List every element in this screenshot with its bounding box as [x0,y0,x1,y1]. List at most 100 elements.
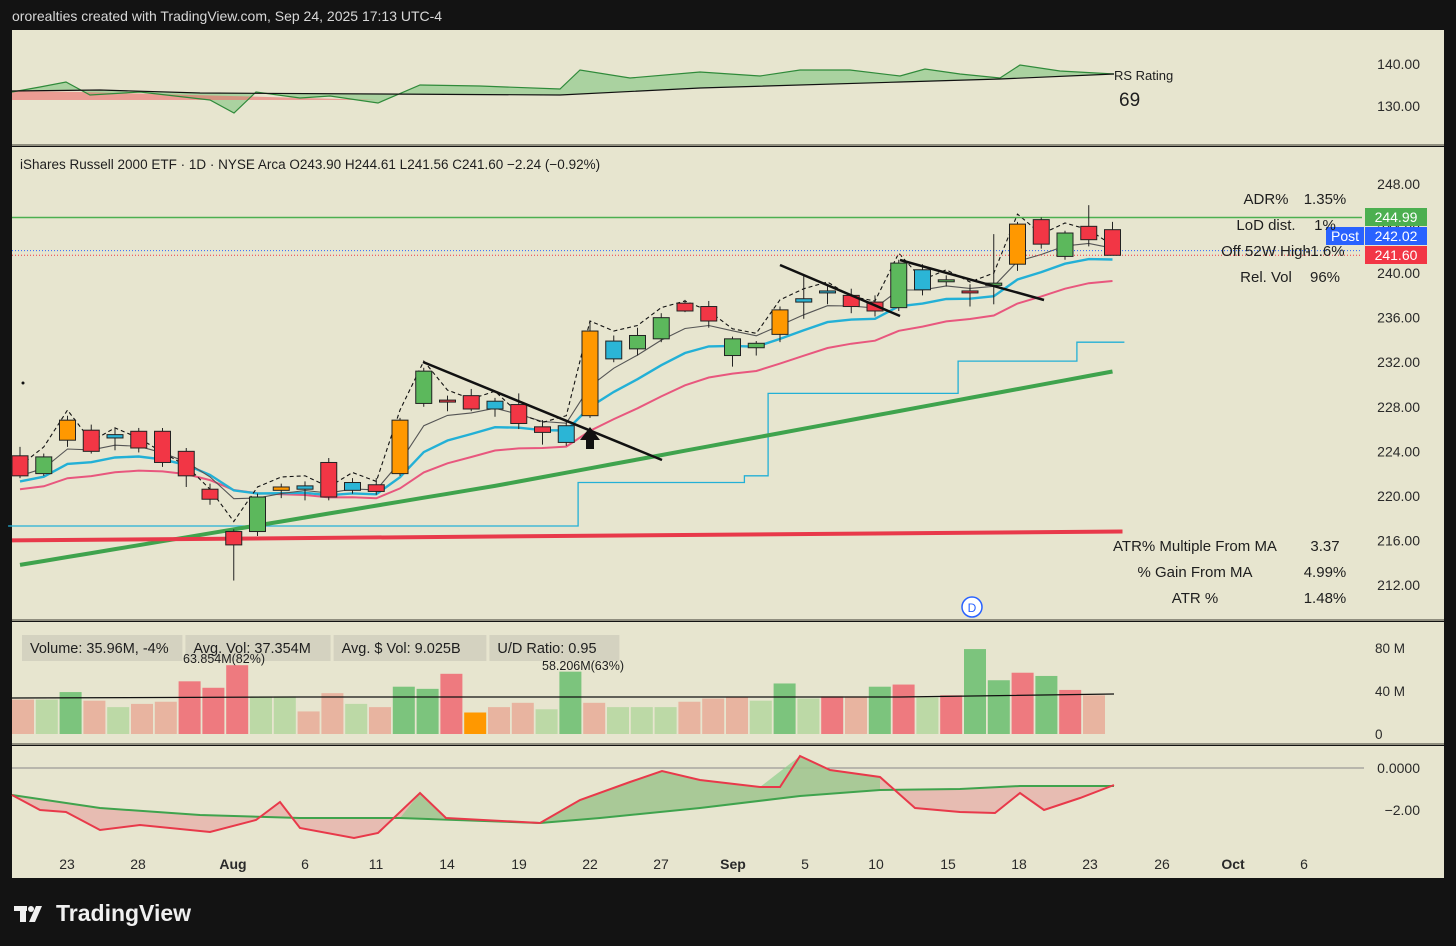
volume-axis-tick: 40 M [1375,684,1405,699]
volume-axis-tick: 0 [1375,727,1383,742]
rs-line [11,64,1115,114]
dividend-marker-icon [961,596,983,618]
candle-body [724,338,741,357]
price-axis-tick: 216.00 [1377,532,1420,548]
candle-body [272,486,290,491]
time-axis-tick: 18 [1011,856,1027,872]
volume-bar [630,707,653,734]
time-axis-tick: 6 [1300,856,1308,872]
dot-marker [21,381,25,385]
volume-bar [273,696,296,734]
price-axis-tick: 220.00 [1377,488,1420,504]
dividend-marker-label: D [968,601,977,615]
candle-body [296,485,314,490]
volume-bar [607,707,629,734]
candle-body [534,426,551,433]
time-axis-tick: 15 [940,856,956,872]
volume-annotation: 63.854M(82%) [183,652,265,666]
candle-body [154,430,171,463]
time-axis-tick: 22 [582,856,598,872]
volume-bar [940,695,963,734]
rs-negative-fill [12,91,378,100]
volume-bar [702,698,725,734]
stat-label: % Gain From MA [1137,564,1252,581]
candle-body [59,419,76,441]
candle-body [937,279,955,283]
candle-body [486,400,504,410]
candle-body [11,455,29,477]
rs-rating-value: 69 [1119,90,1140,111]
volume-bar [868,686,891,734]
post-tag-label: Post [1331,228,1359,244]
price-axis-tick: 212.00 [1377,577,1420,593]
price-axis-tick: 248.00 [1377,176,1420,192]
volume-bar [1059,689,1082,734]
volume-bar [392,686,415,734]
ema21-pink-line [19,280,1113,500]
time-axis-tick: Oct [1221,856,1245,872]
brand-name: TradingView [56,900,192,926]
price-label-bg [1365,227,1427,245]
brand-logo: TradingView [14,900,191,927]
stat-label: ATR % [1172,590,1218,607]
ma50-green-line [19,369,1113,567]
volume-bar [797,698,820,734]
volume-label-bg [489,635,620,661]
candle-body [1056,232,1074,257]
volume-bar [154,701,177,734]
candle-body [1009,223,1026,265]
candle-body [1032,219,1050,245]
stat-label: Off 52W High [1221,243,1311,260]
candle-body [961,290,979,294]
volume-axis-tick: 80 M [1375,641,1405,656]
oscillator-signal-line [11,785,1114,825]
time-axis-tick: 23 [59,856,75,872]
price-axis-tick: 224.00 [1377,443,1420,459]
volume-bar [488,707,510,734]
stat-value: 96% [1310,269,1340,286]
time-axis-tick: 28 [130,856,146,872]
time-axis-tick: Aug [219,856,246,872]
volume-bar [297,711,320,734]
candle-body [225,531,243,546]
stat-value: -1.6% [1305,243,1344,260]
candle-body [557,425,575,443]
candle-body [581,330,599,417]
time-axis-tick: 11 [369,856,384,872]
volume-bar [440,673,463,734]
volume-bar [726,697,748,734]
candle-body [795,298,813,303]
volume-bar [83,700,106,734]
oscillator-positive-fill [400,756,880,823]
time-axis-tick: 6 [301,856,309,872]
time-axis-tick: 5 [801,856,809,872]
volume-bar [226,665,249,734]
rs-axis-tick: 140.00 [1377,56,1420,72]
candle-body [106,434,124,439]
rs-area-fill [12,65,1114,113]
stat-label: Rel. Vol [1240,269,1292,286]
rs-base-line [11,73,1115,96]
time-axis-tick: 23 [1082,856,1098,872]
stat-value: 1.48% [1304,590,1347,607]
volume-label: Avg. Vol: 37.354M [193,641,310,657]
volume-bar [416,688,439,734]
volume-bar [35,699,58,734]
volume-bar [583,702,606,734]
candle-body [1080,225,1098,241]
volume-label-bg [333,635,487,661]
candle-body [462,395,480,410]
price-axis-tick: 228.00 [1377,399,1420,415]
volume-bar [12,699,34,734]
stat-value: 1% [1314,217,1336,234]
stat-label: LoD dist. [1236,217,1295,234]
time-axis-tick: 27 [653,856,669,872]
volume-label-bg [22,635,183,661]
candle-body [629,334,646,350]
volume-bar [535,709,558,734]
candle-body [771,309,789,335]
volume-bar [511,702,534,734]
time-axis-tick: Sep [720,856,746,872]
